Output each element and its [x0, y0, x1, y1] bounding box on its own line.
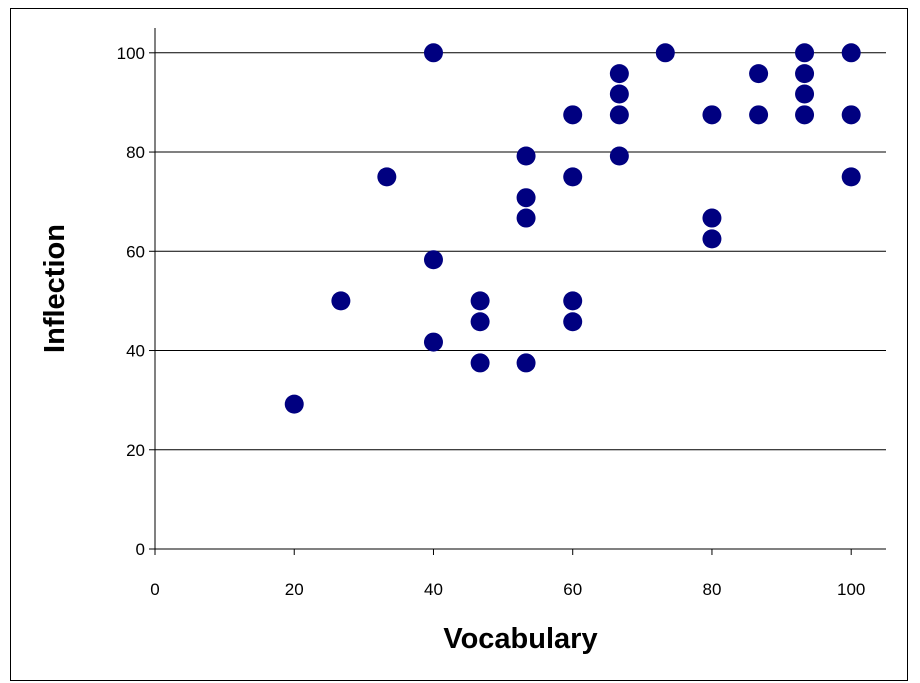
data-point	[563, 312, 583, 332]
y-tick-label: 100	[117, 44, 145, 63]
data-point	[795, 84, 815, 104]
data-point	[841, 105, 861, 125]
data-point	[470, 312, 490, 332]
data-point	[749, 64, 769, 84]
data-point	[841, 167, 861, 187]
data-point	[331, 291, 351, 311]
data-point	[516, 353, 536, 373]
y-tick-label: 0	[136, 540, 145, 559]
axes	[149, 28, 886, 555]
y-tick-label: 20	[126, 441, 145, 460]
x-tick-label: 0	[150, 580, 159, 599]
y-tick-label: 40	[126, 342, 145, 361]
data-point	[470, 291, 490, 311]
data-point	[377, 167, 397, 187]
y-tick-labels: 0 20 40 60 80 100	[117, 44, 145, 559]
x-tick-labels: 0 20 40 60 80 100	[150, 580, 865, 599]
y-tick-label: 60	[126, 242, 145, 261]
data-point	[609, 105, 629, 125]
data-point	[423, 250, 443, 270]
data-point	[795, 64, 815, 84]
data-point	[702, 208, 722, 228]
data-point	[516, 188, 536, 208]
x-axis-title: Vocabulary	[443, 623, 597, 655]
y-tick-label: 80	[126, 143, 145, 162]
data-point	[423, 43, 443, 63]
x-tick-label: 20	[285, 580, 304, 599]
data-point	[563, 105, 583, 125]
x-tick-label: 60	[563, 580, 582, 599]
data-point	[795, 105, 815, 125]
data-point	[516, 146, 536, 166]
x-tick-label: 40	[424, 580, 443, 599]
data-point	[841, 43, 861, 63]
data-point	[749, 105, 769, 125]
grid-lines	[155, 52, 886, 451]
data-point	[563, 291, 583, 311]
data-point	[423, 332, 443, 352]
data-point	[516, 208, 536, 228]
data-point	[702, 229, 722, 249]
data-point	[609, 64, 629, 84]
data-points	[284, 43, 861, 414]
data-point	[609, 84, 629, 104]
data-point	[655, 43, 675, 63]
data-point	[795, 43, 815, 63]
x-tick-label: 80	[702, 580, 721, 599]
x-tick-label: 100	[837, 580, 865, 599]
data-point	[702, 105, 722, 125]
y-axis-title: Inflection	[39, 224, 71, 353]
data-point	[470, 353, 490, 373]
data-point	[609, 146, 629, 166]
data-point	[284, 394, 304, 414]
data-point	[563, 167, 583, 187]
